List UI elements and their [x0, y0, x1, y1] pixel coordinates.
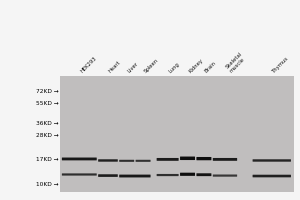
Text: Heart: Heart [108, 60, 122, 74]
Text: Brain: Brain [204, 61, 217, 74]
Text: Lung: Lung [168, 61, 180, 74]
FancyBboxPatch shape [196, 157, 211, 160]
FancyBboxPatch shape [157, 174, 178, 176]
Text: Kidney: Kidney [188, 58, 204, 74]
FancyBboxPatch shape [62, 158, 97, 160]
FancyBboxPatch shape [119, 175, 151, 177]
FancyBboxPatch shape [119, 160, 134, 162]
Text: Liver: Liver [127, 61, 140, 74]
FancyBboxPatch shape [62, 173, 97, 176]
Text: Thymus: Thymus [272, 56, 290, 74]
Text: Spleen: Spleen [143, 58, 159, 74]
FancyBboxPatch shape [98, 159, 118, 162]
FancyBboxPatch shape [253, 175, 291, 177]
Text: Skeletal
muscle: Skeletal muscle [225, 51, 248, 74]
FancyBboxPatch shape [157, 158, 178, 161]
FancyBboxPatch shape [98, 174, 118, 177]
FancyBboxPatch shape [180, 173, 195, 176]
FancyBboxPatch shape [180, 157, 195, 160]
FancyBboxPatch shape [213, 174, 237, 177]
FancyBboxPatch shape [136, 160, 151, 162]
FancyBboxPatch shape [213, 158, 237, 161]
Text: HEK293: HEK293 [79, 56, 97, 74]
FancyBboxPatch shape [196, 173, 211, 176]
FancyBboxPatch shape [253, 159, 291, 162]
